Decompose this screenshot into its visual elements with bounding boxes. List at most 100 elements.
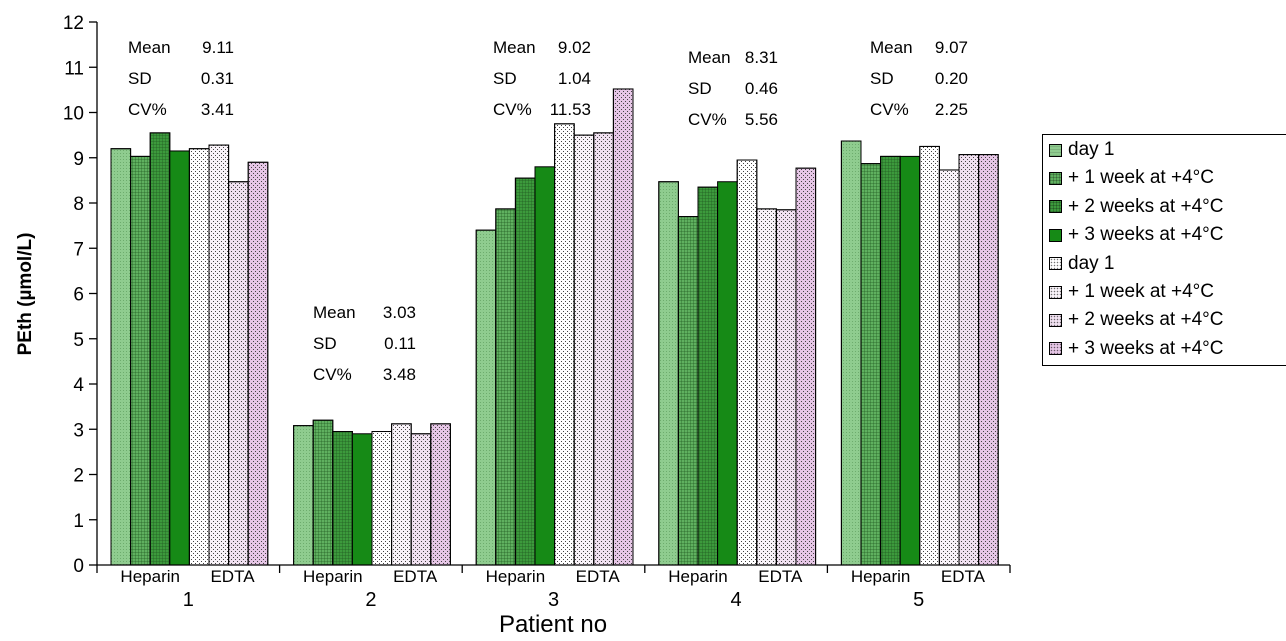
annotation-value: 0.46 xyxy=(745,79,778,98)
bar-texture-patient-2-series-7 xyxy=(410,433,432,566)
annotation-value: 3.03 xyxy=(383,303,416,322)
group-label-edta: EDTA xyxy=(941,567,986,586)
group-label-edta: EDTA xyxy=(576,567,621,586)
bar-patient-2-series-4 xyxy=(351,433,373,566)
group-label-heparin: Heparin xyxy=(668,567,728,586)
bar-texture-patient-3-series-2 xyxy=(495,208,516,566)
legend-label: day 1 xyxy=(1068,139,1115,160)
legend-label: + 1 week at +4°C xyxy=(1068,281,1214,302)
patient-number-label: 5 xyxy=(913,589,924,611)
y-tick-label: 8 xyxy=(73,194,84,215)
patient-number-label: 3 xyxy=(548,589,559,611)
bar-texture-patient-1-series-2 xyxy=(130,155,151,566)
pe-th-bar-chart: Mean 9.11 SD 0.31 CV% 3.41 Mean 3.03 SD 0.11 CV% 3.… xyxy=(15,13,1011,638)
y-tick-label: 1 xyxy=(73,511,84,532)
legend-swatch xyxy=(1049,257,1062,271)
x-axis-title: Patient no xyxy=(499,611,607,638)
annotation-label-sd: SD xyxy=(688,79,712,98)
bar-texture-patient-1-series-7 xyxy=(228,181,249,566)
bar-texture-patient-3-series-8 xyxy=(612,88,634,566)
bar-texture-patient-4-series-8 xyxy=(795,167,817,566)
annotation-value: 11.53 xyxy=(550,100,591,119)
annotation-label-mean: Mean xyxy=(128,38,171,57)
y-tick-label: 11 xyxy=(64,58,84,79)
group-label-heparin: Heparin xyxy=(303,567,363,586)
legend-item-7: + 2 weeks at +4°C xyxy=(1049,307,1223,333)
legend-label: + 1 week at +4°C xyxy=(1068,167,1214,189)
bar-texture-patient-5-series-2 xyxy=(860,163,882,566)
annotation-value: 9.07 xyxy=(935,38,968,57)
y-tick-label: 4 xyxy=(73,375,84,396)
annotation-label-cvpct: CV% xyxy=(493,100,532,119)
legend-swatch xyxy=(1049,342,1062,356)
bar-patient-1-series-4 xyxy=(169,150,190,566)
bar-texture-patient-4-series-3 xyxy=(697,186,719,566)
bar-texture-patient-2-series-6 xyxy=(391,423,412,566)
annotation-value: 0.31 xyxy=(201,69,234,88)
annotation-value: 0.20 xyxy=(935,69,968,88)
bar-texture-patient-5-series-8 xyxy=(978,154,999,566)
bar-texture-patient-5-series-1 xyxy=(840,140,862,566)
bar-texture-patient-4-series-2 xyxy=(677,216,699,566)
bar-texture-patient-5-series-5 xyxy=(919,145,940,566)
bar-texture-patient-4-series-5 xyxy=(736,159,758,566)
bar-texture-patient-2-series-2 xyxy=(312,419,334,566)
y-tick-label: 7 xyxy=(73,239,84,260)
bar-texture-patient-3-series-7 xyxy=(593,132,614,566)
legend-swatch xyxy=(1049,228,1062,242)
group-label-heparin: Heparin xyxy=(120,567,180,586)
legend: day 1 + 1 week at +4°C + 2 weeks at +4°C… xyxy=(1042,134,1286,366)
annotation-label-sd: SD xyxy=(313,334,337,353)
y-tick-label: 10 xyxy=(63,104,84,125)
legend-label: + 3 weeks at +4°C xyxy=(1068,224,1224,246)
y-tick-label: 9 xyxy=(73,149,84,170)
bar-texture-patient-4-series-1 xyxy=(658,181,679,566)
y-tick-label: 3 xyxy=(73,420,84,441)
annotation-label-sd: SD xyxy=(870,69,894,88)
legend-swatch xyxy=(1049,143,1062,157)
group-label-heparin: Heparin xyxy=(851,567,911,586)
group-label-edta: EDTA xyxy=(758,567,803,586)
annotation-label-cvpct: CV% xyxy=(688,110,727,129)
bar-texture-patient-2-series-8 xyxy=(430,423,451,566)
annotation-value: 5.56 xyxy=(745,110,778,129)
annotation-value: 8.31 xyxy=(745,48,778,67)
y-tick-label: 2 xyxy=(73,466,84,487)
bar-texture-patient-1-series-6 xyxy=(208,144,230,566)
legend-swatch xyxy=(1049,285,1062,299)
legend-swatch xyxy=(1049,171,1062,185)
annotation-value: 0.11 xyxy=(384,334,416,353)
group-label-heparin: Heparin xyxy=(486,567,546,586)
bar-texture-patient-1-series-3 xyxy=(149,132,171,566)
annotation-label-mean: Mean xyxy=(313,303,356,322)
annotation-label-cvpct: CV% xyxy=(870,100,909,119)
bar-texture-patient-3-series-3 xyxy=(514,177,536,566)
bar-texture-patient-4-series-7 xyxy=(775,209,797,566)
annotation-value: 1.04 xyxy=(558,69,591,88)
y-tick-label: 5 xyxy=(73,330,84,351)
annotation-label-cvpct: CV% xyxy=(313,365,352,384)
group-label-edta: EDTA xyxy=(210,567,255,586)
bar-texture-patient-5-series-6 xyxy=(938,169,960,566)
bars-layer xyxy=(110,88,999,566)
legend-item-8: + 3 weeks at +4°C xyxy=(1049,336,1223,362)
y-tick-label: 12 xyxy=(63,13,84,34)
annotation-label-cvpct: CV% xyxy=(128,100,167,119)
bar-texture-patient-1-series-8 xyxy=(247,161,269,566)
bar-texture-patient-4-series-6 xyxy=(756,208,777,566)
y-axis-title: PEth (µmol/L) xyxy=(15,233,36,356)
annotation-label-mean: Mean xyxy=(688,48,731,67)
legend-label: day 1 xyxy=(1068,252,1115,274)
bar-texture-patient-2-series-1 xyxy=(293,425,314,566)
bar-texture-patient-3-series-1 xyxy=(475,229,497,566)
bar-patient-4-series-4 xyxy=(717,181,738,566)
annotation-value: 2.25 xyxy=(935,100,968,119)
legend-item-2: + 1 week at +4°C xyxy=(1049,165,1214,191)
y-tick-label: 0 xyxy=(73,556,84,577)
bar-texture-patient-5-series-3 xyxy=(880,155,901,566)
bar-patient-3-series-4 xyxy=(534,166,556,566)
legend-item-3: + 2 weeks at +4°C xyxy=(1049,194,1223,220)
group-label-edta: EDTA xyxy=(393,567,438,586)
legend-label: + 2 weeks at +4°C xyxy=(1068,195,1224,217)
